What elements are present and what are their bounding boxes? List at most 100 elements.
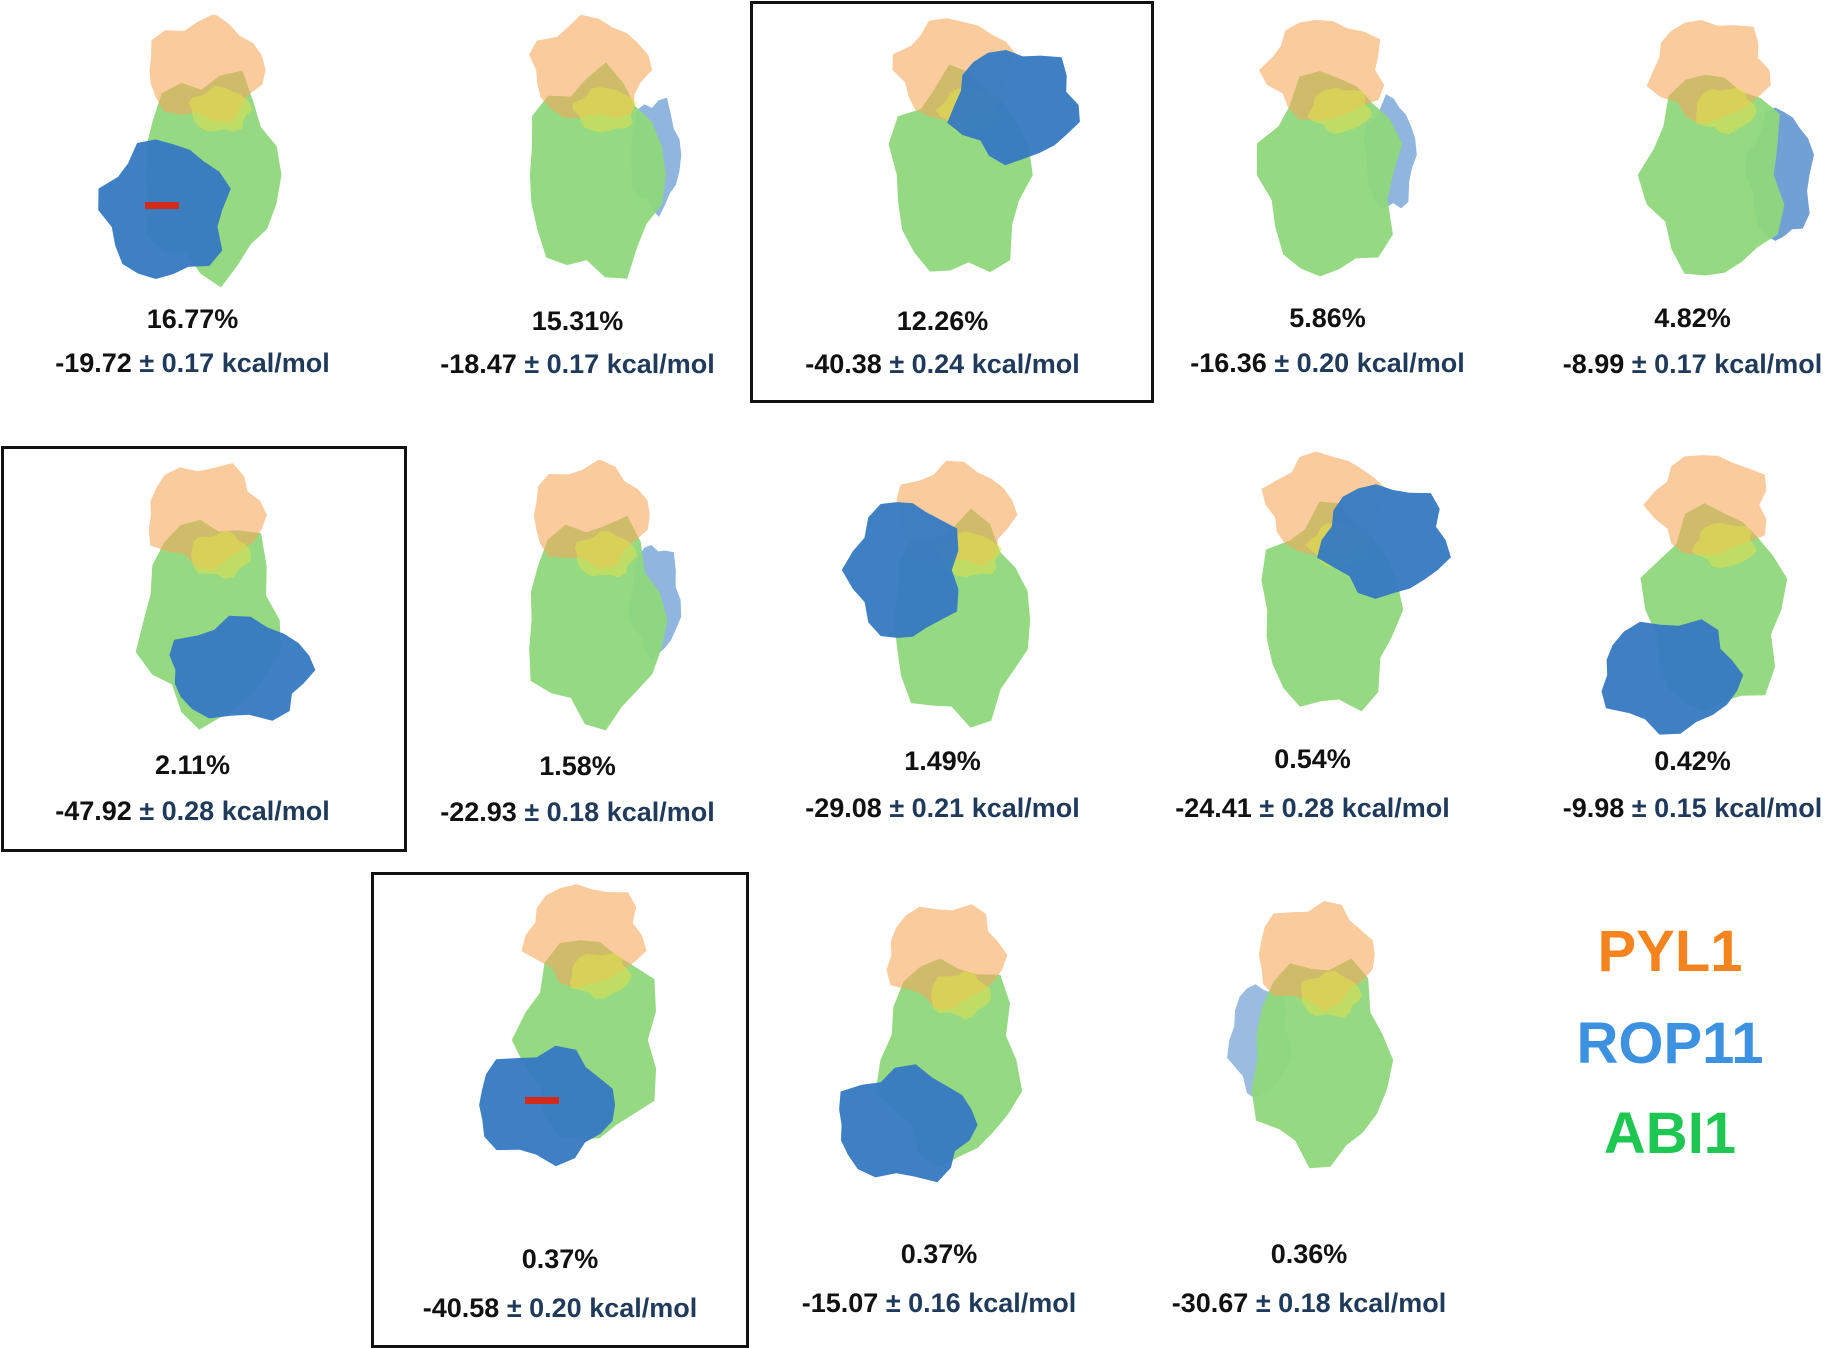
- interface-region: [572, 87, 637, 133]
- complex-structure-image: [1256, 19, 1417, 277]
- energy-unit: kcal/mol: [1356, 348, 1465, 378]
- energy-error: ± 0.15: [1631, 793, 1707, 823]
- rop11-surface: [1317, 484, 1451, 599]
- pyl1-surface: [529, 15, 653, 119]
- abi1-surface: [529, 515, 668, 731]
- binding-energy-label: -8.99 ± 0.17 kcal/mol: [1500, 349, 1835, 380]
- binding-energy-label: -40.58 ± 0.20 kcal/mol: [371, 1293, 749, 1324]
- interface-region: [188, 85, 253, 132]
- complex-structure-image: [529, 15, 682, 279]
- interface-region: [569, 952, 633, 999]
- rop11-surface: [169, 615, 316, 721]
- population-label: 0.36%: [1270, 1239, 1348, 1269]
- binding-energy-label: -15.07 ± 0.16 kcal/mol: [750, 1288, 1128, 1319]
- complex-structure-image: [98, 15, 282, 288]
- energy-unit: kcal/mol: [606, 349, 715, 379]
- complex-structure-image: [529, 460, 682, 731]
- legend-rop11: ROP11: [1576, 1011, 1764, 1076]
- energy-value: -40.38: [805, 349, 882, 379]
- rop11-surface: [947, 50, 1080, 166]
- complex-structure-image: [1601, 455, 1788, 735]
- energy-value: -24.41: [1175, 793, 1252, 823]
- legend-pyl1: PYL1: [1597, 919, 1743, 984]
- energy-value: -47.92: [55, 796, 132, 826]
- abi1-surface: [1637, 74, 1785, 276]
- energy-value: -15.07: [801, 1288, 879, 1318]
- energy-unit: kcal/mol: [589, 1293, 698, 1323]
- rop11-surface: [98, 139, 231, 279]
- population-label: 0.54%: [1274, 744, 1351, 774]
- binding-energy-label: -16.36 ± 0.20 kcal/mol: [1135, 348, 1520, 379]
- complex-structure-image: [479, 884, 657, 1167]
- population-label: 15.31%: [531, 306, 624, 336]
- energy-value: -29.08: [805, 793, 882, 823]
- rop11-surface: [479, 1045, 616, 1167]
- energy-value: -40.58: [422, 1293, 500, 1323]
- energy-error: ± 0.20: [506, 1293, 582, 1323]
- complex-structure-image: [888, 18, 1080, 273]
- ligand-marker: [145, 202, 179, 209]
- population-label: 4.82%: [1654, 303, 1731, 333]
- complex-structure-image: [839, 904, 1023, 1183]
- interface-region: [1696, 87, 1757, 135]
- binding-energy-label: -9.98 ± 0.15 kcal/mol: [1500, 793, 1835, 824]
- population-label: 0.37%: [521, 1244, 599, 1274]
- population-label: 1.58%: [539, 751, 616, 781]
- legend-abi1: ABI1: [1603, 1101, 1737, 1166]
- energy-value: -8.99: [1562, 349, 1625, 379]
- population-label: 5.86%: [1289, 303, 1366, 333]
- energy-error: ± 0.20: [1274, 348, 1350, 378]
- energy-error: ± 0.18: [1255, 1288, 1331, 1318]
- interface-region: [1307, 88, 1372, 135]
- complex-structure-image: [1637, 20, 1814, 276]
- interface-region: [1300, 970, 1362, 1018]
- binding-energy-label: -22.93 ± 0.18 kcal/mol: [385, 797, 770, 828]
- interface-region: [1692, 522, 1757, 569]
- energy-unit: kcal/mol: [606, 797, 715, 827]
- energy-value: -19.72: [55, 348, 132, 378]
- energy-value: -16.36: [1190, 348, 1267, 378]
- abi1-surface: [1251, 958, 1394, 1169]
- energy-unit: kcal/mol: [221, 348, 330, 378]
- binding-energy-label: -19.72 ± 0.17 kcal/mol: [0, 348, 385, 379]
- highlight-box-3: [750, 1, 1154, 403]
- rop11-surface: [841, 502, 959, 638]
- energy-unit: kcal/mol: [1341, 793, 1450, 823]
- energy-unit: kcal/mol: [221, 796, 330, 826]
- population-label: 16.77%: [146, 304, 239, 334]
- energy-value: -30.67: [1171, 1288, 1249, 1318]
- binding-energy-label: -47.92 ± 0.28 kcal/mol: [0, 796, 385, 827]
- population-label: 12.26%: [896, 306, 989, 336]
- energy-value: -9.98: [1562, 793, 1625, 823]
- energy-value: -22.93: [440, 797, 517, 827]
- binding-energy-label: -30.67 ± 0.18 kcal/mol: [1120, 1288, 1498, 1319]
- energy-error: ± 0.17: [524, 349, 600, 379]
- complex-structure-image: [135, 463, 316, 730]
- energy-unit: kcal/mol: [1338, 1288, 1447, 1318]
- population-label: 2.11%: [154, 750, 231, 780]
- complex-structure-image: [1227, 901, 1394, 1169]
- abi1-surface: [1256, 71, 1403, 277]
- energy-error: ± 0.16: [885, 1288, 961, 1318]
- population-label: 0.42%: [1654, 746, 1731, 776]
- energy-error: ± 0.17: [1631, 349, 1707, 379]
- complex-structure-image: [1261, 451, 1451, 712]
- complex-structure-image: [841, 460, 1031, 728]
- energy-error: ± 0.18: [524, 797, 600, 827]
- energy-unit: kcal/mol: [971, 793, 1080, 823]
- energy-error: ± 0.28: [139, 796, 215, 826]
- energy-unit: kcal/mol: [968, 1288, 1077, 1318]
- energy-error: ± 0.24: [889, 349, 965, 379]
- binding-energy-label: -29.08 ± 0.21 kcal/mol: [750, 793, 1135, 824]
- binding-energy-label: -40.38 ± 0.24 kcal/mol: [750, 349, 1135, 380]
- highlight-box-6: [1, 446, 407, 852]
- energy-error: ± 0.17: [139, 348, 215, 378]
- ligand-marker: [525, 1097, 559, 1104]
- interface-region: [190, 530, 251, 579]
- population-label: 0.37%: [900, 1239, 978, 1269]
- population-label: 1.49%: [904, 746, 981, 776]
- energy-value: -18.47: [440, 349, 517, 379]
- energy-error: ± 0.21: [889, 793, 965, 823]
- binding-energy-label: -24.41 ± 0.28 kcal/mol: [1120, 793, 1505, 824]
- binding-energy-label: -18.47 ± 0.17 kcal/mol: [385, 349, 770, 380]
